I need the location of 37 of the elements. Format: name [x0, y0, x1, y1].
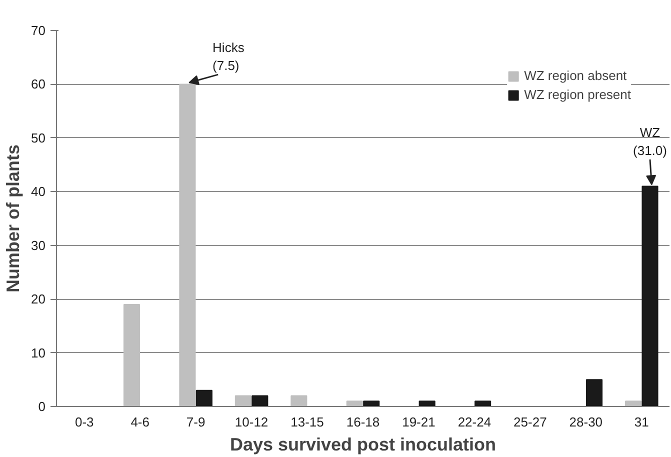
- bar: [586, 379, 603, 406]
- bar: [363, 400, 380, 406]
- bar: [123, 304, 140, 406]
- x-tick-label: 10-12: [234, 414, 268, 430]
- y-tick-label: 10: [31, 345, 46, 360]
- x-tick-label: 13-15: [290, 414, 324, 430]
- x-axis-title: Days survived post inoculation: [230, 434, 496, 454]
- y-tick-label: 40: [31, 184, 46, 200]
- y-tick-label: 50: [31, 130, 46, 146]
- x-tick-label: 19-21: [402, 414, 436, 430]
- bar: [474, 400, 492, 406]
- y-tick-label: 70: [31, 23, 46, 38]
- bar: [625, 400, 642, 406]
- x-tick-label: 16-18: [346, 414, 380, 430]
- legend-label: WZ region present: [524, 87, 631, 102]
- x-tick-label: 22-24: [458, 414, 492, 430]
- x-tick-label: 7-9: [186, 414, 206, 430]
- bar: [196, 390, 212, 406]
- bar: [252, 395, 268, 406]
- x-tick-label: 31: [634, 414, 649, 430]
- x-tick-label: 4-6: [130, 414, 150, 430]
- y-axis-title: Number of plants: [3, 144, 24, 293]
- legend-label: WZ region absent: [524, 68, 627, 83]
- bar: [290, 395, 308, 406]
- y-tick-label: 60: [31, 76, 46, 92]
- bar: [418, 400, 436, 406]
- annotation: Hicks (7.5): [212, 40, 245, 73]
- y-tick-label: 30: [31, 238, 46, 253]
- x-tick-label: 25-27: [514, 414, 547, 430]
- bar: [179, 84, 196, 406]
- bar: [234, 395, 252, 406]
- y-tick-label: 0: [38, 399, 46, 414]
- x-tick-label: 28-30: [569, 414, 603, 430]
- annotation: WZ (31.0): [633, 124, 667, 158]
- y-tick-label: 20: [31, 292, 46, 307]
- bar: [346, 400, 363, 406]
- x-tick-label: 0-3: [74, 414, 94, 430]
